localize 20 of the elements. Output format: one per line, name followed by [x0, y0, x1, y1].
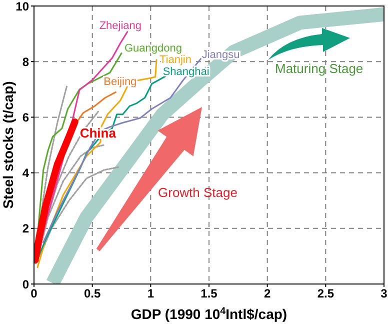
y-tick-label: 4: [22, 166, 30, 180]
x-tick-label: 2: [264, 286, 271, 301]
x-tick-label: 2.5: [317, 286, 334, 301]
series-label: Tianjin: [160, 54, 192, 66]
x-tick-label: 1: [147, 286, 154, 301]
y-axis-title: Steel stocks (t/cap): [0, 81, 16, 209]
y-tick-label: 6: [22, 110, 30, 124]
series-label: Guangdong: [124, 42, 182, 54]
series-label: Zhejiang: [99, 20, 142, 32]
x-axis-title: GDP (1990 10$^{4}$Intl$/cap): [130, 306, 288, 322]
annotation: Growth Stage: [158, 184, 238, 200]
x-tick-label: 1.5: [200, 286, 218, 301]
y-tick-label: 10: [16, 0, 30, 14]
x-tick-label: 0.5: [84, 286, 101, 301]
series-label: Shanghai: [162, 66, 210, 78]
annotation: Maturing Stage: [275, 60, 364, 76]
x-tick-label: 3: [380, 286, 388, 301]
y-tick-label: 0: [22, 277, 30, 292]
y-tick-label: 8: [22, 54, 30, 69]
y-tick-label: 2: [22, 222, 30, 236]
